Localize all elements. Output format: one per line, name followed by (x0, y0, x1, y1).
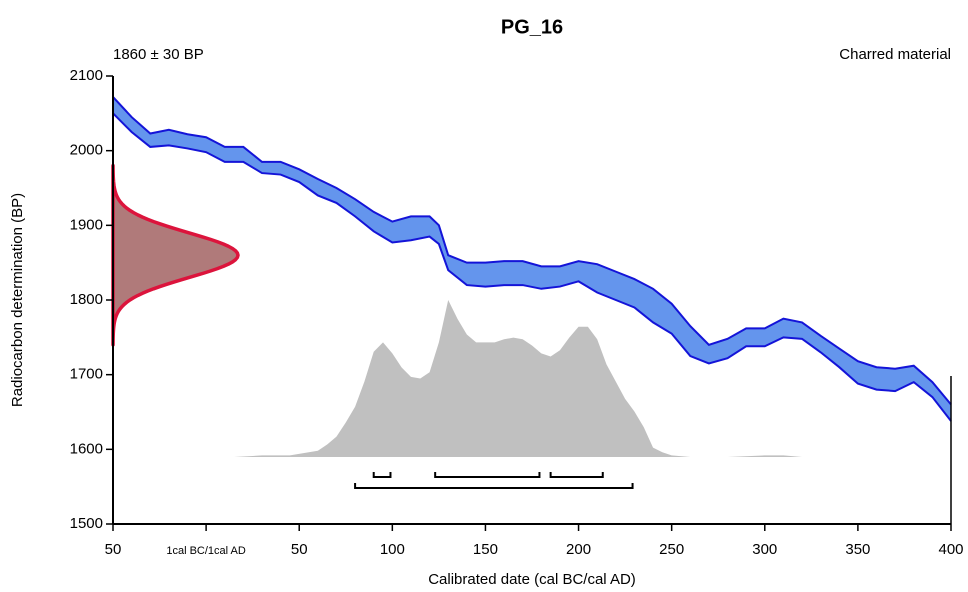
y-tick-label: 1900 (70, 216, 103, 233)
x-tick-label: 300 (752, 541, 777, 558)
range-bracket (372, 472, 392, 478)
curve-lower (112, 112, 952, 422)
x-tick-label: 400 (938, 541, 963, 558)
x-tick-label: 150 (473, 541, 498, 558)
measurement-distribution (111, 163, 240, 347)
probability-area (234, 300, 821, 457)
x-tick-label: 50 (291, 541, 308, 558)
curve-upper (112, 96, 952, 406)
curve-band (113, 96, 951, 421)
x-tick-label: 250 (659, 541, 684, 558)
material-label: Charred material (839, 46, 951, 63)
y-tick-label: 1800 (70, 291, 103, 308)
y-tick-label: 1600 (70, 440, 103, 457)
x-tick-label: 350 (845, 541, 870, 558)
y-tick-label: 2100 (70, 67, 103, 84)
x-axis-label: Calibrated date (cal BC/cal AD) (428, 571, 636, 588)
y-axis-label: Radiocarbon determination (BP) (9, 193, 26, 407)
y-tick-label: 2000 (70, 142, 103, 159)
x-tick-label: 50 (105, 541, 122, 558)
x-tick-label: 200 (566, 541, 591, 558)
y-tick-label: 1500 (70, 515, 103, 532)
date-label: 1860 ± 30 BP (113, 46, 204, 63)
range-bracket (354, 483, 634, 489)
chart-title: PG_16 (501, 16, 563, 38)
x-tick-label: 1cal BC/1cal AD (166, 545, 246, 557)
x-tick-label: 100 (380, 541, 405, 558)
y-tick-label: 1700 (70, 366, 103, 383)
range-bracket (549, 472, 604, 478)
range-bracket (434, 472, 541, 478)
